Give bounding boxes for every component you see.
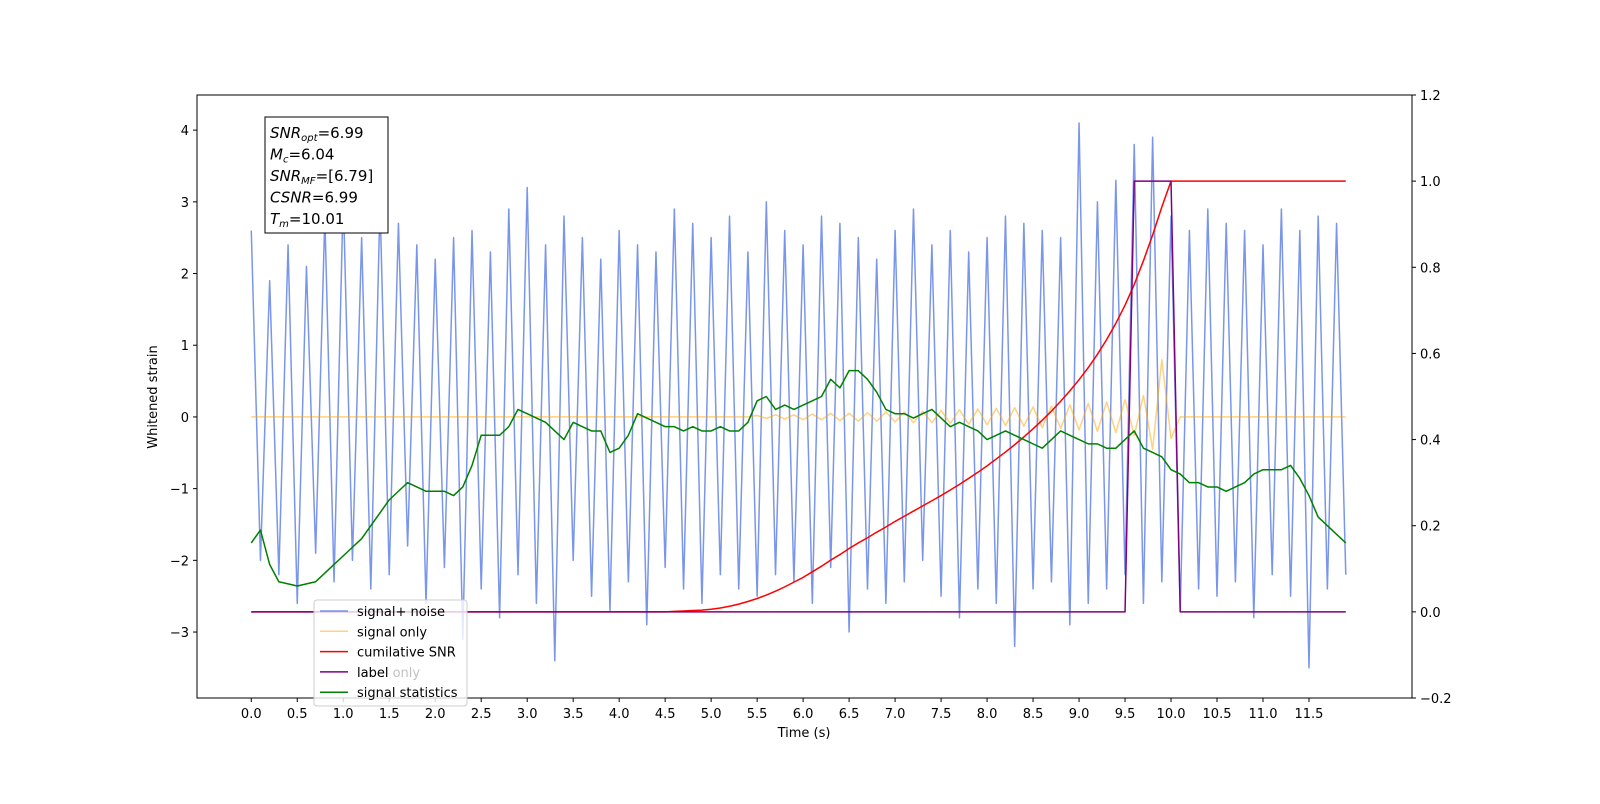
x-tick-label: 10.0 — [1157, 707, 1186, 722]
x-tick-label: 0.5 — [287, 707, 308, 722]
info-value: =6.99 — [312, 189, 358, 207]
y2-tick-label: 0.0 — [1420, 606, 1441, 621]
ticks: 0.0 0.5 1.0 1.5 2.0 2.5 3.0 3.5 4.0 4.5 5.0 5.5 6.0 6… — [170, 89, 1452, 722]
legend-label: signal+ noise — [357, 605, 445, 620]
info-symbol: M — [270, 146, 283, 164]
x-tick-label: 4.0 — [609, 707, 630, 722]
info-symbol: SNR — [270, 124, 301, 142]
info-line: Mc=6.04 — [270, 146, 334, 166]
info-line: Tm=10.01 — [270, 210, 344, 230]
info-value: =10.01 — [289, 210, 345, 228]
x-tick-label: 7.5 — [931, 707, 952, 722]
x-tick-label: 5.0 — [701, 707, 722, 722]
info-box: SNRopt=6.99Mc=6.04SNRMF=[6.79]CSNR=6.99T… — [264, 116, 389, 234]
legend-label: signal statistics — [357, 686, 458, 701]
y2-tick-label: 0.8 — [1420, 261, 1441, 276]
x-tick-label: 2.0 — [425, 707, 446, 722]
legend-frame — [313, 599, 468, 707]
info-subscript: MF — [301, 176, 316, 187]
legend-overlay-label: label only — [357, 666, 420, 681]
x-tick-label: 11.0 — [1249, 707, 1278, 722]
x-tick-label: 4.5 — [655, 707, 676, 722]
y2-tick-label: 0.2 — [1420, 520, 1441, 535]
info-symbol: T — [270, 210, 281, 228]
info-subscript: m — [279, 219, 289, 230]
info-value: =[6.79] — [316, 167, 374, 185]
info-subscript: opt — [301, 133, 318, 144]
x-tick-label: 6.5 — [839, 707, 860, 722]
x-tick-label: 9.0 — [1069, 707, 1090, 722]
x-tick-label: 1.0 — [333, 707, 354, 722]
y-tick-label: −1 — [170, 483, 189, 498]
x-tick-label: 3.0 — [517, 707, 538, 722]
y-tick-label: −2 — [170, 554, 189, 569]
x-tick-label: 11.5 — [1295, 707, 1324, 722]
y2-tick-label: 0.6 — [1420, 347, 1441, 362]
series-line — [250, 122, 1347, 669]
y2-tick-label: 1.2 — [1420, 89, 1441, 104]
y-tick-label: 0 — [181, 411, 189, 426]
info-value: =6.04 — [288, 146, 334, 164]
series-line — [251, 358, 1346, 450]
y-axis-label: Whitened strain — [146, 345, 161, 448]
axes-frame — [196, 94, 1413, 699]
y-tick-label: 3 — [181, 196, 189, 211]
info-subscript: c — [283, 155, 289, 166]
info-symbol: SNR — [270, 167, 301, 185]
info-box-frame — [264, 116, 389, 234]
x-tick-label: 8.5 — [1023, 707, 1044, 722]
y-tick-label: −3 — [170, 626, 189, 641]
x-tick-label: 1.5 — [379, 707, 400, 722]
x-tick-label: 6.0 — [793, 707, 814, 722]
legend-label: cumilative SNR — [357, 646, 456, 661]
y2-tick-label: −0.2 — [1420, 692, 1452, 707]
x-tick-label: 9.5 — [1115, 707, 1136, 722]
y-tick-label: 1 — [181, 339, 189, 354]
y-tick-label: 2 — [181, 268, 189, 283]
x-tick-label: 10.5 — [1203, 707, 1232, 722]
legend-label: label — [357, 666, 388, 681]
x-tick-label: 3.5 — [563, 707, 584, 722]
legend: signal+ noise signal only cumilative SNR la… — [313, 599, 468, 707]
y2-tick-label: 1.0 — [1420, 175, 1441, 190]
y-tick-label: 4 — [181, 124, 189, 139]
x-tick-label: 5.5 — [747, 707, 768, 722]
info-symbol: CSNR — [270, 189, 312, 207]
x-tick-label: 7.0 — [885, 707, 906, 722]
x-axis-label: Time (s) — [777, 726, 831, 741]
info-line: SNRopt=6.99 — [270, 124, 364, 144]
x-tick-label: 2.5 — [471, 707, 492, 722]
legend-label: signal only — [357, 625, 427, 640]
x-tick-label: 8.0 — [977, 707, 998, 722]
info-value: =6.99 — [318, 124, 364, 142]
x-tick-label: 0.0 — [241, 707, 262, 722]
y2-tick-label: 0.4 — [1420, 434, 1441, 449]
info-line: SNRMF=[6.79] — [270, 167, 373, 187]
series-line — [250, 369, 1347, 587]
info-line: CSNR=6.99 — [270, 189, 358, 207]
